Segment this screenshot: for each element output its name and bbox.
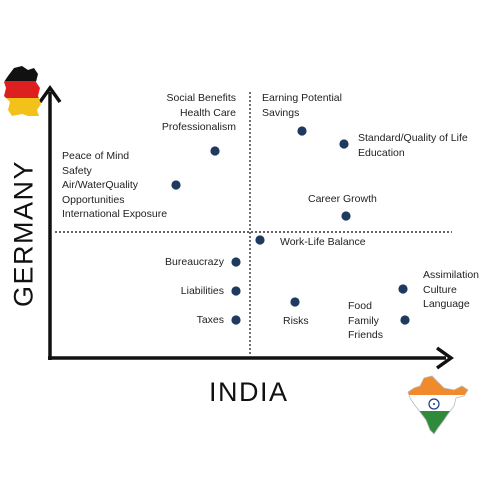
india-flag-map-icon [407,375,469,435]
dot-taxes [231,315,241,325]
label-risks: Risks [283,315,309,327]
dot-work-life-balance [255,235,265,245]
dot-bureaucrazy [231,257,241,267]
ashoka-chakra-icon [428,398,440,410]
dot-earning-potential [297,126,307,136]
label-standard-of-life: Standard/Quality of Life Education [358,132,468,159]
dot-liabilities [231,286,241,296]
y-axis-title: GERMANY [8,159,39,308]
dot-peace-of-mind [171,180,181,190]
dot-social-benefits [210,146,220,156]
label-taxes: Taxes [196,314,224,326]
dot-food-family [400,315,410,325]
label-liabilities: Liabilities [180,285,224,297]
x-axis-arrowhead [435,346,455,370]
label-work-life-balance: Work-Life Balance [280,236,366,248]
dot-risks [290,297,300,307]
dot-standard-of-life [339,139,349,149]
x-axis-title: INDIA [209,377,289,407]
label-peace-of-mind: Peace of Mind Safety Air/WaterQuality Op… [62,150,168,220]
label-bureaucrazy: Bureaucrazy [165,256,224,268]
y-axis-arrowhead [38,84,62,104]
label-social-benefits: Social Benefits Health Care Professional… [161,92,236,133]
germany-flag-map-icon [4,66,41,116]
label-food-family-friends: Food Family Friends [348,300,384,341]
label-career-growth: Career Growth [308,193,377,205]
label-earning-potential: Earning Potential Savings [262,92,342,119]
dot-career-growth [341,211,351,221]
label-assimilation: Assimilation Culture Language [423,269,480,310]
dot-assimilation [398,284,408,294]
